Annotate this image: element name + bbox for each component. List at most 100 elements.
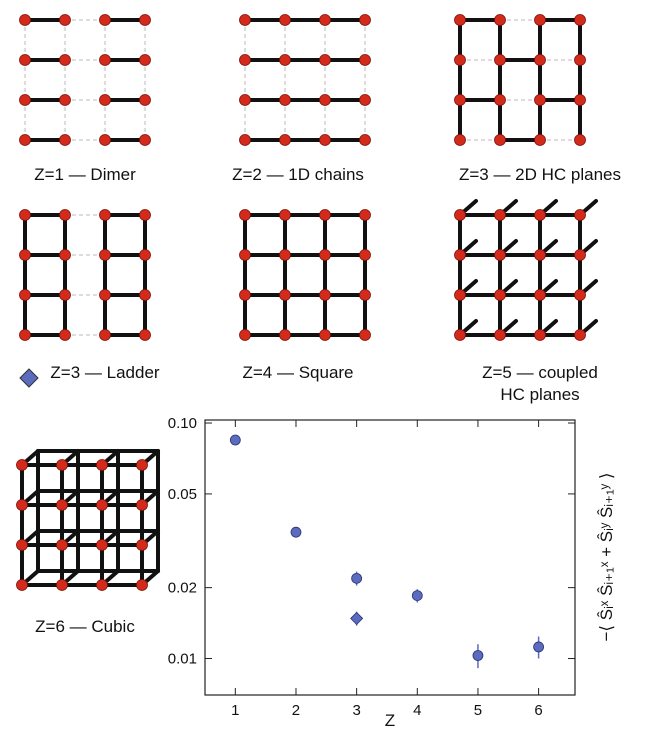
site <box>455 55 466 66</box>
site <box>100 135 111 146</box>
site <box>57 460 68 471</box>
site <box>137 500 148 511</box>
site <box>575 210 586 221</box>
site <box>57 540 68 551</box>
site <box>60 250 71 261</box>
site <box>455 330 466 341</box>
site <box>240 250 251 261</box>
site <box>100 95 111 106</box>
site <box>320 15 331 26</box>
y-tick-label: 0.01 <box>168 651 197 668</box>
y-tick-label: 0.10 <box>168 415 197 432</box>
site <box>20 55 31 66</box>
site <box>60 15 71 26</box>
site <box>17 460 28 471</box>
site <box>320 330 331 341</box>
data-point <box>351 612 363 624</box>
site <box>97 460 108 471</box>
lattice-caption: Z=3 — Ladder <box>50 363 159 382</box>
site <box>455 290 466 301</box>
data-point <box>534 642 544 652</box>
site <box>280 55 291 66</box>
site <box>240 330 251 341</box>
site <box>575 135 586 146</box>
site <box>20 250 31 261</box>
site <box>495 290 506 301</box>
data-point <box>473 650 483 660</box>
site <box>455 15 466 26</box>
site <box>100 210 111 221</box>
site <box>495 55 506 66</box>
site <box>20 135 31 146</box>
site <box>97 540 108 551</box>
site <box>360 95 371 106</box>
site <box>100 55 111 66</box>
site <box>100 330 111 341</box>
site <box>535 55 546 66</box>
site <box>360 330 371 341</box>
site <box>455 95 466 106</box>
site <box>535 15 546 26</box>
site <box>17 500 28 511</box>
site <box>575 15 586 26</box>
plot-frame <box>205 420 575 695</box>
site <box>60 290 71 301</box>
site <box>97 500 108 511</box>
site <box>320 55 331 66</box>
x-axis-label: Z <box>385 711 395 730</box>
site <box>240 290 251 301</box>
site <box>535 330 546 341</box>
x-tick-label: 5 <box>474 702 482 719</box>
site <box>360 15 371 26</box>
site <box>320 95 331 106</box>
site <box>280 250 291 261</box>
site <box>60 95 71 106</box>
site <box>57 580 68 591</box>
site <box>575 330 586 341</box>
site <box>140 290 151 301</box>
site <box>280 95 291 106</box>
x-tick-label: 1 <box>231 702 239 719</box>
lattices <box>17 15 597 591</box>
site <box>60 330 71 341</box>
site <box>495 250 506 261</box>
site <box>575 290 586 301</box>
site <box>280 135 291 146</box>
site <box>97 580 108 591</box>
lattice-caption: Z=3 — 2D HC planes <box>459 165 621 184</box>
site <box>495 95 506 106</box>
site <box>360 55 371 66</box>
site <box>20 330 31 341</box>
site <box>535 290 546 301</box>
site <box>455 210 466 221</box>
site <box>455 135 466 146</box>
site <box>495 210 506 221</box>
lattice-caption: HC planes <box>500 385 579 404</box>
site <box>17 580 28 591</box>
data-point <box>230 435 240 445</box>
x-tick-label: 6 <box>534 702 542 719</box>
site <box>535 135 546 146</box>
site <box>17 540 28 551</box>
data-point <box>412 591 422 601</box>
site <box>240 95 251 106</box>
site <box>140 95 151 106</box>
site <box>60 210 71 221</box>
site <box>240 15 251 26</box>
site <box>100 290 111 301</box>
site <box>280 210 291 221</box>
site <box>535 95 546 106</box>
site <box>100 15 111 26</box>
site <box>535 210 546 221</box>
site <box>140 135 151 146</box>
data-point <box>291 527 301 537</box>
site <box>495 15 506 26</box>
x-tick-label: 4 <box>413 702 421 719</box>
site <box>360 135 371 146</box>
site <box>57 500 68 511</box>
site <box>20 210 31 221</box>
site <box>140 210 151 221</box>
y-tick-label: 0.02 <box>168 580 197 597</box>
lattice-caption: Z=2 — 1D chains <box>232 165 364 184</box>
site <box>575 55 586 66</box>
